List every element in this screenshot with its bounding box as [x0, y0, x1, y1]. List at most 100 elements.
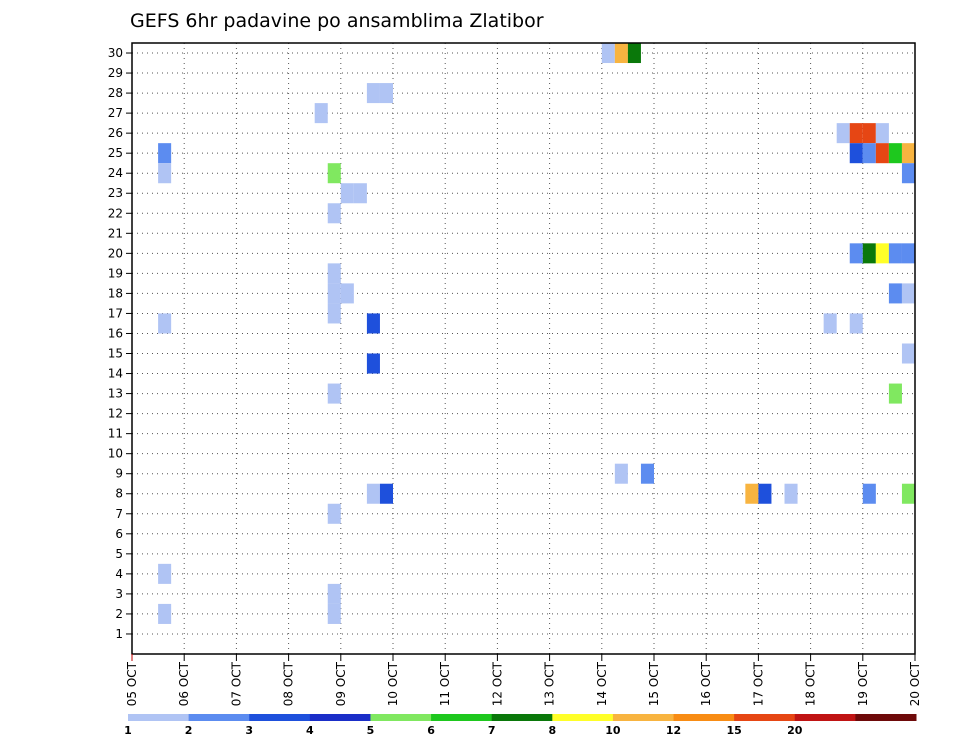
data-cell [745, 483, 759, 504]
data-cell [901, 243, 915, 264]
colorbar-label: 8 [548, 724, 556, 737]
y-tick-label: 17 [108, 306, 123, 320]
colorbar-segment [612, 714, 675, 721]
data-cell [327, 263, 341, 284]
data-cell [158, 163, 172, 184]
y-tick-label: 22 [108, 206, 123, 220]
data-cell [901, 343, 915, 364]
data-cell [379, 483, 393, 504]
data-cell [901, 483, 915, 504]
colorbar-segment [128, 714, 190, 721]
data-cell [327, 163, 341, 184]
y-tick-label: 14 [108, 367, 123, 381]
data-cell [888, 383, 902, 404]
y-tick-label: 11 [108, 427, 123, 441]
x-axis-ticks: 05 OCT 06 OCT 07 OCT 08 OCT 09 OCT 10 OCT 11 O… [125, 654, 922, 706]
plot-frame [131, 42, 916, 655]
data-cell [849, 313, 863, 334]
x-tick-label: 13 OCT [543, 661, 557, 706]
y-tick-label: 16 [108, 326, 123, 340]
data-cell [327, 503, 341, 524]
y-tick-label: 29 [108, 66, 123, 80]
colorbar-segment [734, 714, 796, 721]
colorbar-label: 10 [605, 724, 621, 737]
y-tick-label: 20 [108, 246, 123, 260]
y-tick-label: 9 [115, 467, 123, 481]
data-cell [327, 203, 341, 224]
data-cell [875, 123, 889, 144]
data-cell [627, 43, 641, 64]
colorbar-label: 7 [488, 724, 496, 737]
data-cell [366, 353, 380, 374]
y-tick-label: 28 [108, 86, 123, 100]
data-cell [353, 183, 367, 204]
y-tick-label: 26 [108, 126, 123, 140]
colorbar-label: 5 [367, 724, 375, 737]
data-cell [366, 313, 380, 334]
data-cell [340, 283, 354, 304]
y-tick-label: 27 [108, 106, 123, 120]
y-tick-label: 7 [115, 507, 123, 521]
y-tick-label: 24 [108, 166, 123, 180]
y-tick-label: 6 [115, 527, 123, 541]
data-cell [901, 163, 915, 184]
data-cell [327, 283, 341, 304]
data-cell [849, 143, 863, 164]
data-cell [158, 603, 172, 624]
colorbar-segment [673, 714, 735, 721]
x-tick-label: 07 OCT [229, 661, 243, 706]
data-cell [862, 483, 876, 504]
data-cell [849, 123, 863, 144]
data-cell [758, 483, 772, 504]
data-cell [888, 283, 902, 304]
data-cell [340, 183, 354, 204]
data-cell [849, 243, 863, 264]
data-cell [862, 243, 876, 264]
y-tick-label: 15 [108, 347, 123, 361]
x-tick-label: 05 OCT [125, 661, 139, 706]
colorbar-segment [370, 714, 432, 721]
data-cell [875, 143, 889, 164]
x-tick-label: 06 OCT [177, 661, 191, 706]
y-tick-label: 3 [115, 587, 123, 601]
data-cell [379, 83, 393, 104]
data-cell [614, 43, 628, 64]
colorbar-label: 3 [245, 724, 253, 737]
data-cell [327, 303, 341, 324]
colorbar-label: 6 [427, 724, 435, 737]
data-cell [823, 313, 837, 334]
y-tick-label: 19 [108, 266, 123, 280]
data-cell [640, 463, 654, 484]
data-cell [901, 143, 915, 164]
data-cell [784, 483, 798, 504]
data-cell [888, 243, 902, 264]
grid-lines [132, 43, 915, 654]
y-tick-label: 30 [108, 46, 123, 60]
y-tick-label: 2 [115, 607, 123, 621]
x-tick-label: 09 OCT [334, 661, 348, 706]
colorbar-segment [491, 714, 553, 721]
colorbar-label: 1 [124, 724, 132, 737]
colorbar: 1 2 3 4 5 6 7 8 10 12 15 20 [124, 714, 917, 737]
y-tick-label: 8 [115, 487, 123, 501]
data-cell [158, 313, 172, 334]
data-cell [366, 83, 380, 104]
data-cell [888, 143, 902, 164]
colorbar-segment [188, 714, 250, 721]
data-cell [158, 563, 172, 584]
x-tick-label: 16 OCT [699, 661, 713, 706]
colorbar-segment [249, 714, 311, 721]
y-tick-label: 25 [108, 146, 123, 160]
x-tick-label: 20 OCT [908, 661, 922, 706]
colorbar-label: 2 [185, 724, 193, 737]
data-cell [862, 143, 876, 164]
colorbar-segment [794, 714, 856, 721]
y-tick-label: 5 [115, 547, 123, 561]
y-tick-label: 12 [108, 407, 123, 421]
x-tick-label: 18 OCT [804, 661, 818, 706]
colorbar-segment [431, 714, 493, 721]
data-cell [901, 283, 915, 304]
colorbar-label: 12 [666, 724, 681, 737]
colorbar-segment [552, 714, 614, 721]
